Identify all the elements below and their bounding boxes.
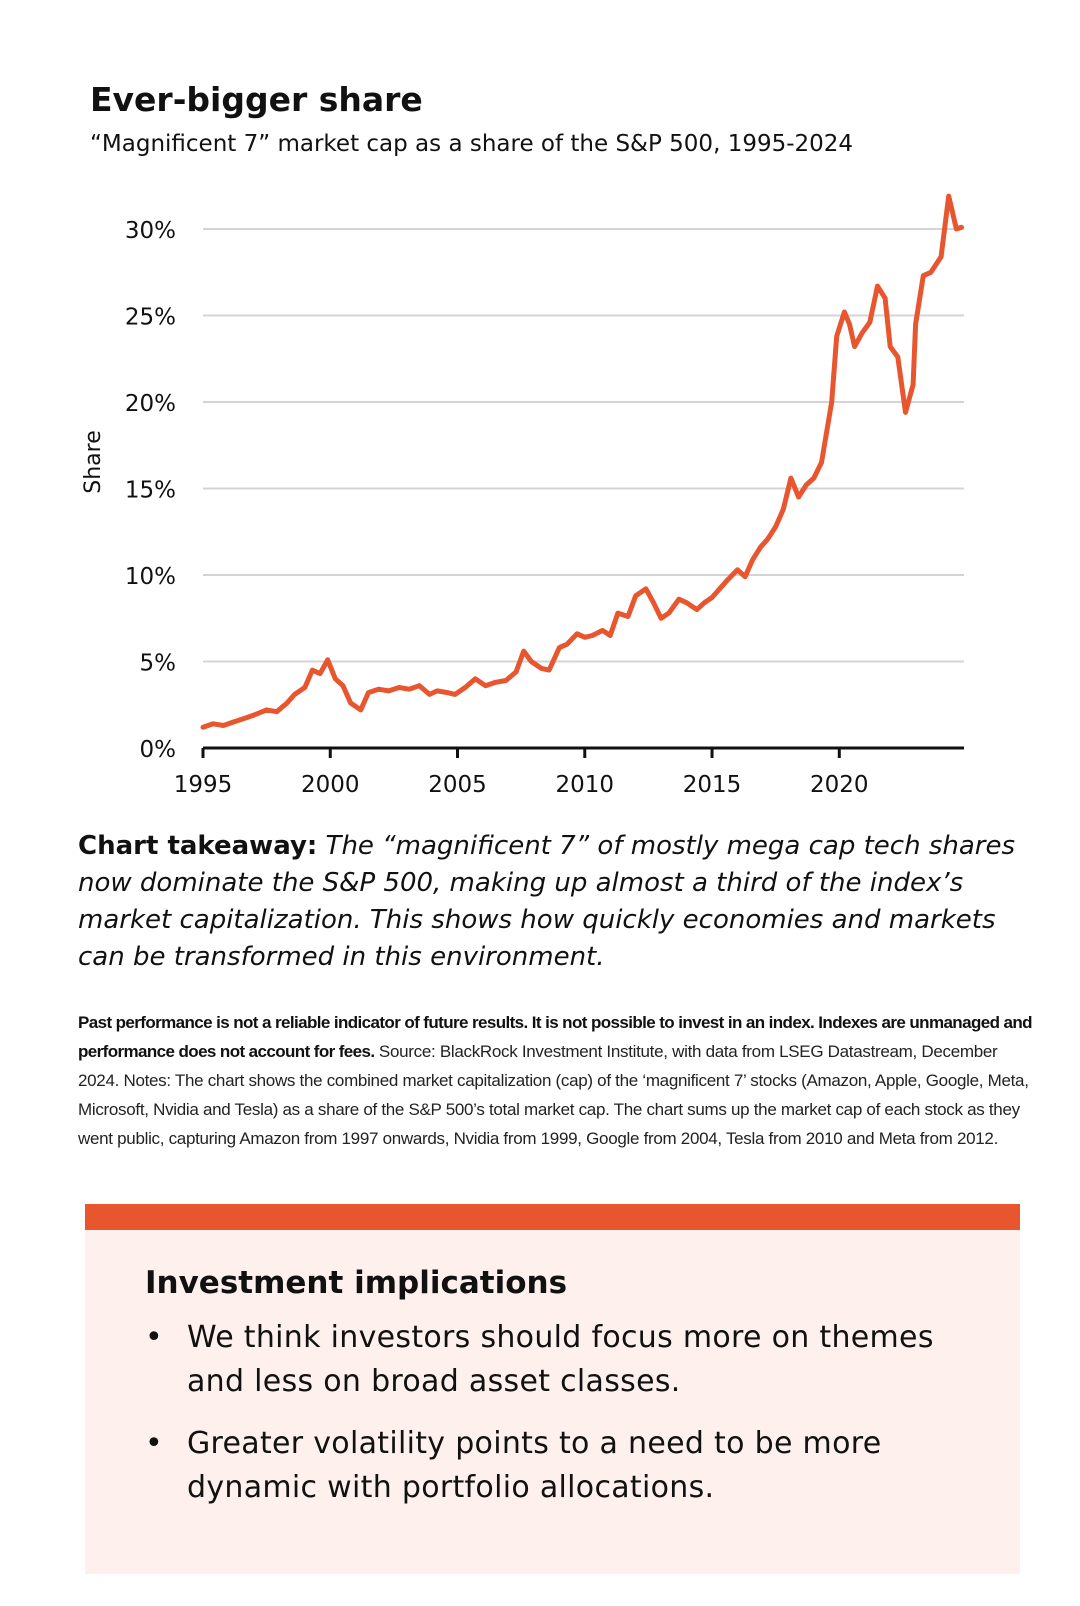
implications-accent-bar: [85, 1204, 1020, 1230]
gridlines: [203, 228, 964, 663]
list-item: • Greater volatility points to a need to …: [145, 1422, 975, 1510]
bullet-text: We think investors should focus more on …: [187, 1320, 934, 1399]
list-item: • We think investors should focus more on…: [145, 1316, 975, 1404]
y-tick-label: 30%: [125, 218, 176, 244]
bullet-dot: •: [145, 1320, 163, 1355]
chart-subtitle: “Magnificent 7” market cap as a share of…: [90, 131, 854, 157]
footnote-source: Source: BlackRock Investment Institute, …: [78, 1042, 1029, 1148]
x-axis: [201, 746, 964, 758]
implications-list: • We think investors should focus more on…: [145, 1316, 975, 1528]
y-axis-label: Share: [81, 430, 106, 494]
footnote-disclaimer: Past performance is not a reliable indic…: [78, 1013, 1033, 1061]
x-tick-label: 2000: [301, 772, 360, 798]
x-tick-label: 2020: [810, 772, 869, 798]
y-tick-label: 5%: [140, 651, 177, 677]
line-chart: 0% 5% 10% 15% 20% 25% 30% 1995 2000 2005 2010 2015…: [81, 193, 964, 798]
chart-takeaway: Chart takeaway: The “magnificent 7” of m…: [78, 828, 1028, 976]
y-tick-label: 0%: [140, 737, 177, 763]
y-tick-label: 20%: [125, 391, 176, 417]
footnote: Past performance is not a reliable indic…: [78, 1008, 1038, 1153]
x-tick-label: 1995: [174, 772, 233, 798]
x-tick-label: 2005: [428, 772, 487, 798]
bullet-dot: •: [145, 1426, 163, 1461]
y-tick-label: 15%: [125, 478, 176, 504]
x-tick-labels: 1995 2000 2005 2010 2015 2020: [174, 772, 869, 798]
x-tick-label: 2010: [555, 772, 614, 798]
y-tick-label: 10%: [125, 564, 176, 590]
chart-title: Ever-bigger share: [90, 80, 423, 119]
bullet-text: Greater volatility points to a need to b…: [187, 1426, 882, 1505]
y-tick-labels: 0% 5% 10% 15% 20% 25% 30%: [125, 218, 176, 763]
series-group: [200, 193, 964, 730]
implications-panel: [85, 1204, 1020, 1574]
implications-title: Investment implications: [145, 1265, 568, 1301]
y-tick-label: 25%: [125, 305, 176, 331]
series-line: [200, 193, 964, 730]
x-tick-label: 2015: [683, 772, 742, 798]
takeaway-text: The “magnificent 7” of mostly mega cap t…: [78, 831, 1016, 972]
takeaway-label: Chart takeaway:: [78, 831, 318, 861]
